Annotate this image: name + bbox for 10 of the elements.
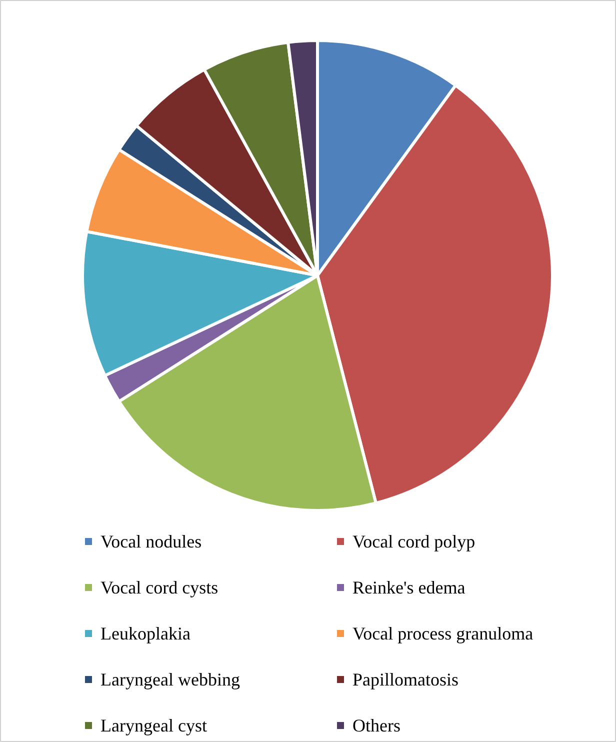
legend-label: Vocal cord cysts [100,578,218,598]
legend-label: Leukoplakia [100,624,190,644]
legend-label: Vocal cord polyp [352,532,476,552]
legend-label: Laryngeal cyst [100,716,207,736]
legend-label: Reinke's edema [352,578,466,598]
legend-label: Vocal process granuloma [352,624,534,644]
legend-label: Vocal nodules [100,532,202,552]
legend-label: Papillomatosis [352,670,459,690]
legend-label: Others [352,716,400,736]
legend-label: Laryngeal webbing [100,670,240,690]
